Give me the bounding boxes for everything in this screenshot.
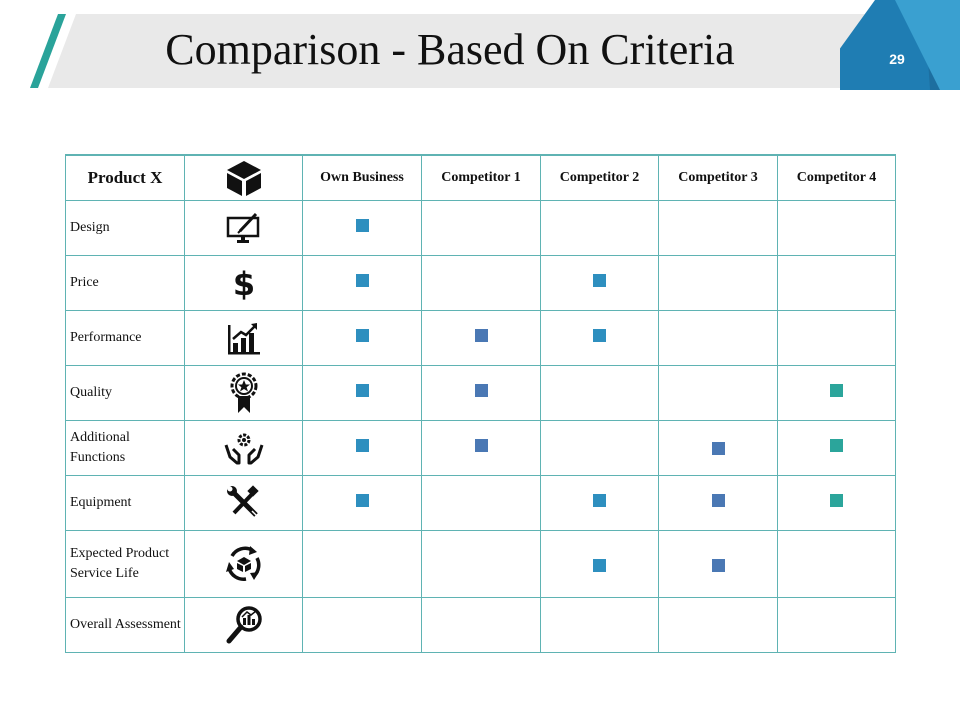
cube-icon [226,161,261,196]
criterion-icon-cell [184,420,303,476]
check-mark [593,559,606,572]
dollar-icon: $ [232,266,254,300]
table-row: Overall Assessment [65,597,896,653]
header-row: Product X Own Business Competitor 1 Comp… [65,154,896,201]
check-mark [355,439,369,452]
table-row: Design [65,200,896,256]
check-mark [711,442,725,455]
check-mark [711,559,725,572]
corner-decoration [840,0,960,90]
check-mark [474,439,488,452]
header-product: Product X [65,154,185,201]
header-own-business: Own Business [302,154,422,201]
check-mark [355,274,369,287]
wrench-screwdriver-icon [226,485,259,518]
check-mark [830,384,843,397]
cycle-cube-icon [225,546,260,581]
monitor-pen-icon [226,212,259,243]
check-mark [830,494,843,507]
check-mark [355,219,369,232]
hands-gear-icon [224,433,263,465]
criterion-icon-cell [184,530,303,598]
header-competitor-4: Competitor 4 [777,154,896,201]
title-band [30,14,930,88]
criterion-icon-cell [184,597,303,653]
slide-title: Comparison - Based On Criteria [165,25,735,74]
check-mark [711,494,725,507]
comparison-table: Product X Own Business Competitor 1 Comp… [65,154,896,653]
table-row: Equipment [65,475,896,531]
header-competitor-1: Competitor 1 [421,154,541,201]
header-competitor-2: Competitor 2 [540,154,659,201]
page-number: 29 [889,51,905,67]
award-ribbon-icon [230,372,257,413]
criterion-label: Expected Product Service Life [65,530,185,598]
criterion-label: Equipment [65,475,185,531]
criterion-icon-cell [184,310,303,366]
table-row: Quality [65,365,896,421]
table-row: Expected Product Service Life [65,530,896,598]
header-competitor-3: Competitor 3 [658,154,778,201]
criterion-label: Overall Assessment [65,597,185,653]
check-mark [593,329,606,342]
check-mark [355,329,369,342]
svg-text:$: $ [232,266,254,300]
criterion-icon-cell: $ [184,255,303,311]
criterion-icon-cell [184,365,303,421]
check-mark [474,384,488,397]
check-mark [830,439,843,452]
magnifier-chart-icon [226,606,262,644]
header-icon-cell [184,154,303,201]
check-mark [474,329,488,342]
title-band-shape [30,14,930,88]
criterion-label: Performance [65,310,185,366]
criterion-label: Quality [65,365,185,421]
check-mark [593,274,606,287]
criterion-icon-cell [184,200,303,256]
check-mark [593,494,606,507]
criterion-label: Additional Functions [65,420,185,476]
criterion-label: Price [65,255,185,311]
table-row: Additional Functions [65,420,896,476]
criterion-icon-cell [184,475,303,531]
check-mark [355,384,369,397]
growth-chart-icon [227,323,260,355]
check-mark [355,494,369,507]
criterion-label: Design [65,200,185,256]
table-row: Price $ [65,255,896,311]
table-row: Performance [65,310,896,366]
